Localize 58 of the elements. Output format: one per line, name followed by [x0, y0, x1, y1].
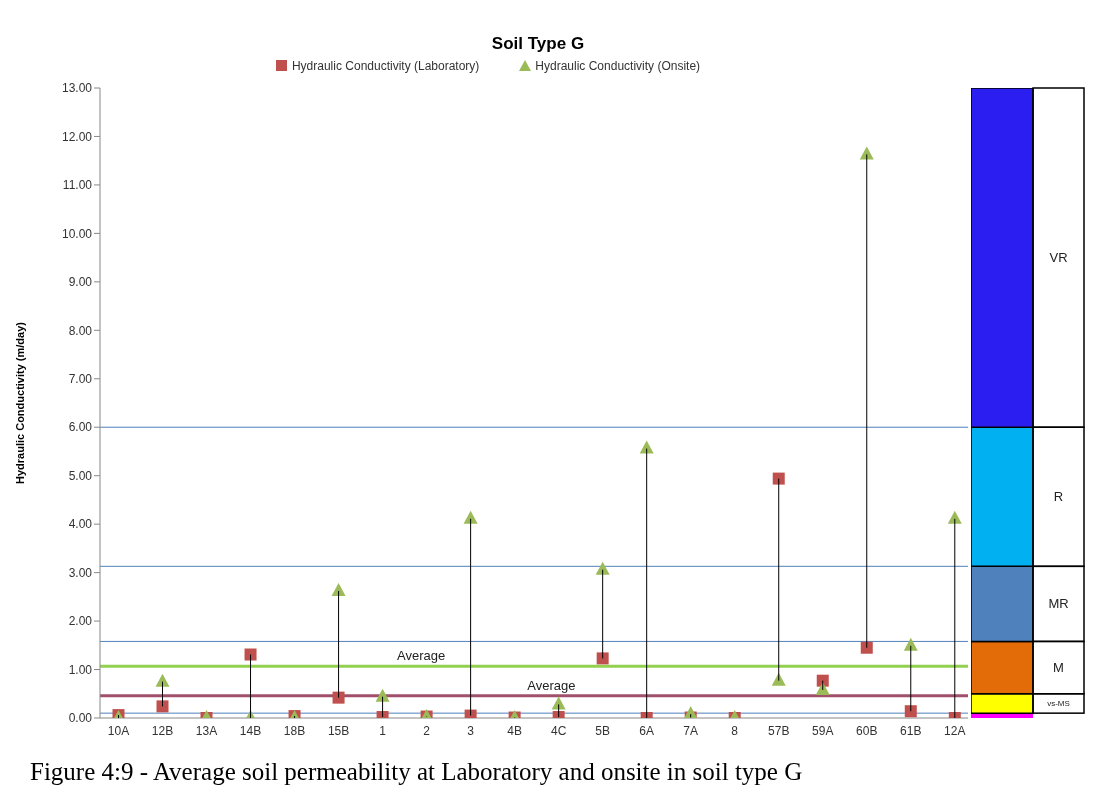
x-tick-label: 57B — [768, 723, 790, 738]
x-tick-label: 59A — [812, 723, 834, 738]
point — [771, 672, 786, 686]
point — [639, 440, 654, 454]
series-label: MR — [1048, 596, 1069, 612]
chart-title: Soil Type G — [490, 33, 586, 54]
y-axis-title: Hydraulic Conductivity (m/day) — [13, 321, 26, 484]
y-tick-label: 7.00 — [68, 372, 93, 387]
y-tick-label: 1.00 — [68, 662, 93, 677]
series-label: M — [1053, 660, 1064, 676]
x-tick-label: 5B — [595, 723, 611, 738]
y-tick-label: 6.00 — [68, 420, 93, 435]
x-tick-label: 13A — [195, 723, 218, 738]
caption: Figure 4:9 - Average soil permeability at Laboratory and onsite in soil type G — [30, 758, 804, 786]
legend-label: Hydraulic Conductivity (Onsite) — [534, 59, 701, 73]
y-tick-label: 2.00 — [68, 614, 93, 629]
point — [463, 510, 478, 524]
y-tick-label: 11.00 — [62, 178, 93, 193]
point — [947, 510, 962, 524]
y-tick-label: 3.00 — [68, 565, 93, 580]
x-tick-label: 2 — [423, 723, 431, 738]
x-tick-label: 60B — [856, 723, 878, 738]
point — [815, 681, 830, 695]
series-label: R — [1053, 489, 1064, 505]
x-tick-label: 4B — [507, 723, 522, 738]
x-tick-label: 8 — [731, 723, 739, 738]
x-tick-label: 12B — [151, 723, 174, 738]
y-tick-label: 10.00 — [61, 226, 93, 241]
y-tick-label: 0.00 — [68, 711, 93, 726]
series-label: vs-MS — [1047, 699, 1070, 709]
y-tick-label: 9.00 — [68, 275, 93, 290]
point — [331, 583, 346, 597]
y-tick-label: 12.00 — [61, 129, 93, 144]
x-tick-label: 15B — [327, 723, 350, 738]
point — [772, 472, 785, 485]
x-tick-label: 12A — [944, 723, 966, 738]
y-tick-label: 8.00 — [68, 323, 93, 338]
series-label: VR — [1049, 250, 1068, 266]
point — [155, 673, 170, 687]
point — [375, 688, 390, 702]
y-tick-label: 13.00 — [61, 81, 93, 96]
ref-line-label: Average — [397, 648, 446, 664]
x-tick-label: 10A — [107, 723, 130, 738]
x-tick-label: 61B — [900, 723, 922, 738]
y-tick-label: 4.00 — [68, 517, 93, 532]
point — [903, 637, 918, 651]
x-tick-label: 14B — [239, 723, 262, 738]
x-tick-label: 1 — [379, 723, 387, 738]
y-tick-label: 5.00 — [68, 468, 93, 483]
x-tick-label: 18B — [283, 723, 306, 738]
x-tick-label: 7A — [683, 723, 699, 738]
x-tick-label: 3 — [467, 723, 475, 738]
point — [595, 561, 610, 575]
legend-label: Hydraulic Conductivity (Laboratory) — [290, 59, 480, 73]
point — [683, 706, 698, 718]
x-tick-label: 4C — [550, 723, 567, 738]
ref-line-label: Average — [527, 677, 576, 693]
x-tick-label: 6A — [639, 723, 655, 738]
